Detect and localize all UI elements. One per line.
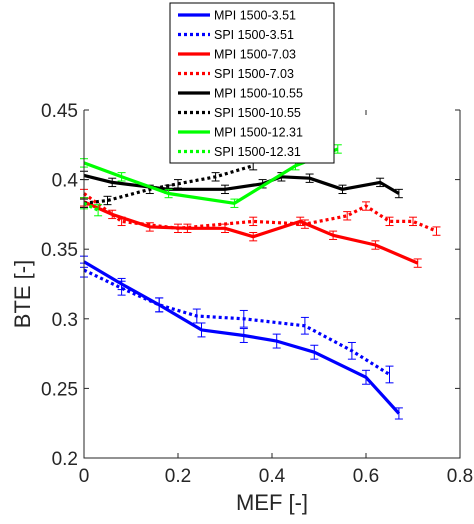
legend-item: SPI 1500-10.55 (178, 106, 301, 120)
series-line (83, 201, 99, 212)
legend-label: MPI 1500-12.31 (214, 126, 303, 140)
error-bar (174, 223, 182, 233)
error-bar (343, 211, 352, 221)
error-bar (409, 216, 417, 227)
series-mpi-1500-3-51 (80, 255, 403, 420)
error-bar (371, 240, 380, 250)
series-layer (80, 144, 441, 420)
error-bar (239, 328, 248, 343)
series-line (83, 164, 254, 205)
error-bar (249, 231, 258, 242)
error-bar (394, 407, 403, 420)
error-bar (164, 188, 173, 199)
series-spi-1500-10-55 (80, 161, 258, 208)
x-tick-label: 0.6 (353, 466, 379, 487)
x-axis-label: MEF [-] (236, 490, 308, 515)
x-axis-ticks: 0 0.2 0.4 0.6 0.8 (79, 110, 473, 487)
error-bar (347, 341, 356, 360)
y-tick-label: 0.4 (52, 171, 79, 192)
error-bar (239, 309, 248, 328)
error-bar (108, 177, 117, 188)
legend-box (169, 2, 335, 164)
legend: MPI 1500-3.51 SPI 1500-3.51 MPI 1500-7.03 S… (169, 2, 335, 164)
legend-item: MPI 1500-12.31 (178, 126, 303, 140)
series-spi-1500-7-03 (80, 188, 441, 236)
error-bar (385, 365, 394, 384)
error-bar (333, 144, 342, 154)
series-line (83, 173, 400, 195)
error-bar (272, 333, 281, 349)
series-mpi-1500-7-03 (80, 197, 422, 268)
error-bar (432, 226, 441, 236)
series-line (83, 260, 401, 415)
series-line (83, 268, 391, 376)
series-line (83, 192, 438, 233)
y-tick-label: 0.35 (41, 240, 78, 261)
series-mpi-1500-10-55 (80, 170, 403, 199)
x-tick-label: 0.8 (447, 466, 473, 487)
error-bar (376, 177, 385, 188)
error-bar (155, 297, 164, 313)
error-bar (394, 188, 403, 199)
error-bar (385, 216, 394, 227)
error-bar (192, 308, 201, 324)
error-bar (221, 184, 229, 195)
y-tick-label: 0.25 (41, 379, 78, 400)
axes: 0 0.2 0.4 0.6 0.8 0.20.250.30.350.40.45 MEF … (10, 101, 473, 515)
y-axis-ticks: 0.2 0.25 0.3 0.35 0.4 0.45 (41, 101, 460, 470)
y-axis-label: BTE [-] (10, 260, 35, 328)
x-tick-label: 0.2 (165, 466, 191, 487)
x-tick-label: 0.4 (259, 466, 286, 487)
error-bar (117, 172, 126, 182)
x-tick-label: 0 (79, 466, 90, 487)
error-bar (94, 204, 103, 217)
legend-label: SPI 1500-10.55 (214, 106, 301, 120)
legend-item: SPI 1500-12.31 (178, 145, 301, 159)
legend-items: MPI 1500-3.51 SPI 1500-3.51 MPI 1500-7.03 S… (178, 9, 303, 159)
legend-item: SPI 1500-7.03 (178, 67, 294, 81)
error-bar (174, 179, 182, 189)
legend-label: SPI 1500-12.31 (214, 145, 301, 159)
y-tick-label: 0.45 (41, 101, 78, 122)
error-bar (300, 219, 309, 229)
legend-label: SPI 1500-3.51 (214, 28, 294, 42)
legend-item: MPI 1500-7.03 (178, 48, 296, 62)
error-bar (103, 195, 112, 206)
error-bar (117, 216, 126, 227)
error-bar (305, 173, 314, 183)
error-bar (338, 184, 347, 195)
y-tick-label: 0.3 (52, 310, 78, 331)
error-bar (413, 258, 422, 268)
legend-label: MPI 1500-10.55 (214, 87, 303, 101)
error-bar (362, 369, 370, 385)
error-bar (230, 198, 239, 208)
y-tick-label: 0.2 (52, 449, 78, 470)
error-bar (249, 216, 258, 227)
legend-item: SPI 1500-3.51 (178, 28, 294, 42)
legend-label: MPI 1500-3.51 (214, 9, 296, 23)
error-bar (117, 280, 126, 296)
error-bar (310, 344, 319, 360)
error-bar (329, 230, 338, 240)
legend-item: MPI 1500-3.51 (178, 9, 296, 23)
error-bar (183, 223, 192, 233)
legend-label: MPI 1500-7.03 (214, 48, 296, 62)
error-bar (362, 201, 370, 211)
legend-label: SPI 1500-7.03 (214, 67, 294, 81)
series-line (83, 200, 419, 265)
error-bar (108, 209, 117, 220)
legend-item: MPI 1500-10.55 (178, 87, 303, 101)
error-bar (300, 316, 309, 335)
error-bar (211, 172, 220, 182)
plot-area (80, 144, 441, 420)
error-bar (145, 222, 154, 232)
series-spi-1500-3-51 (80, 262, 394, 384)
